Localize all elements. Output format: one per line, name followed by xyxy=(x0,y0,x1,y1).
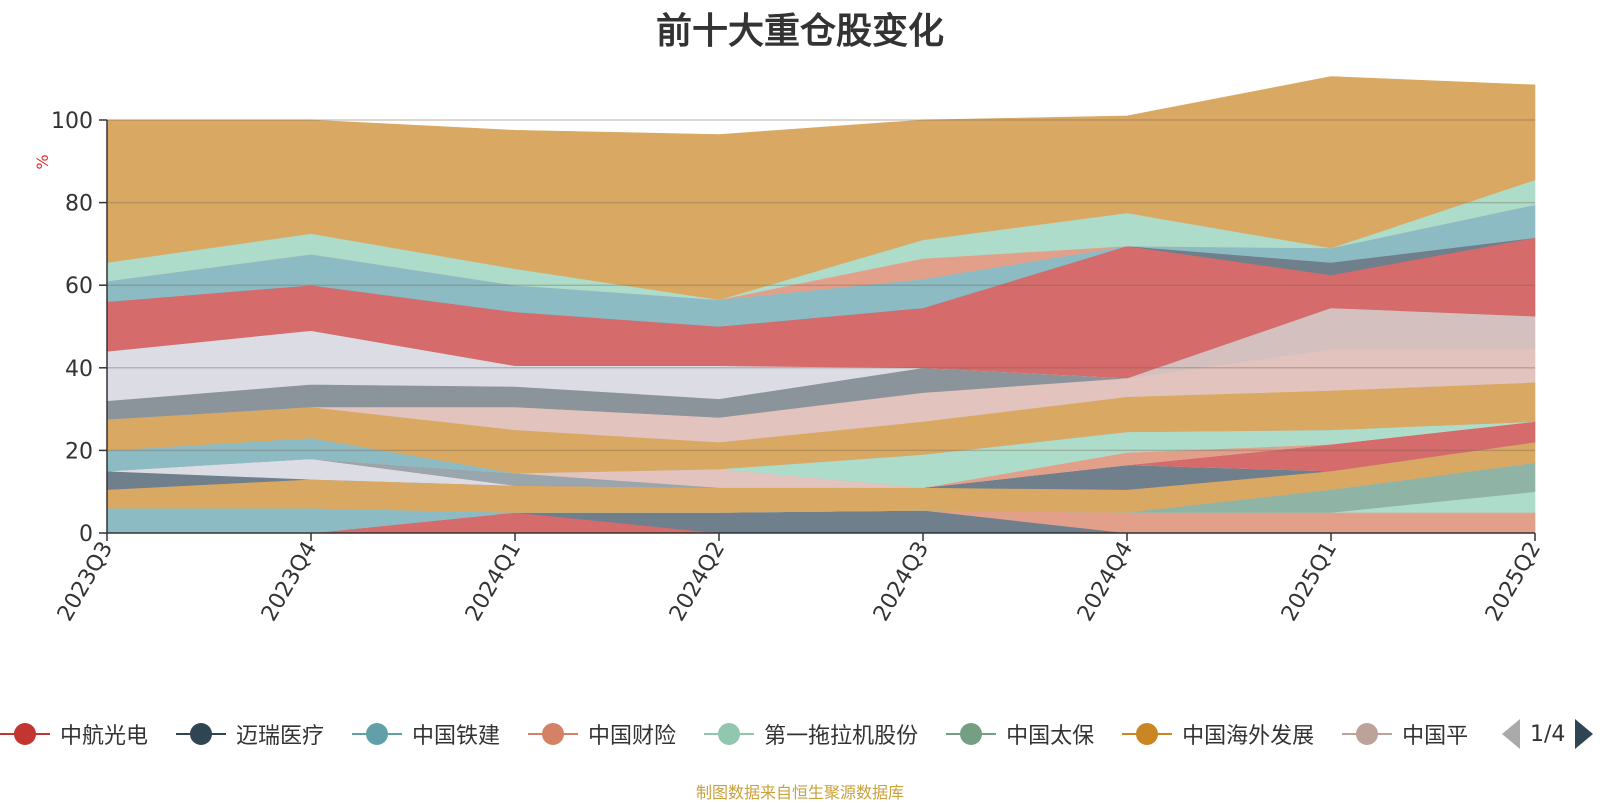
legend-item[interactable]: 第一拖拉机股份 xyxy=(704,712,918,756)
area-series-25 xyxy=(106,76,1536,301)
legend-label: 中国太保 xyxy=(1006,724,1095,749)
y-tick-label: 80 xyxy=(65,192,93,217)
y-tick-label: 100 xyxy=(51,109,93,134)
legend-marker-icon xyxy=(0,722,50,746)
x-tick-label: 2024Q1 xyxy=(461,538,526,626)
legend-item[interactable]: 中国铁建 xyxy=(352,712,500,756)
legend-marker-icon xyxy=(704,722,755,746)
legend-marker-icon xyxy=(528,722,579,746)
legend-item[interactable]: 中国财险 xyxy=(528,712,676,756)
y-tick-label: 60 xyxy=(65,274,93,299)
legend-page-indicator: 1/4 xyxy=(1530,721,1566,747)
legend-label: 中国海外发展 xyxy=(1182,724,1315,749)
y-tick-label: 0 xyxy=(79,522,93,547)
legend-item[interactable]: 中航光电 xyxy=(0,712,148,756)
legend-label: 中国平 xyxy=(1402,724,1469,749)
chart-title: 前十大重仓股变化 xyxy=(655,11,944,52)
x-tick-label: 2024Q2 xyxy=(665,538,730,626)
legend: 中航光电 迈瑞医疗 中国铁建 中国财险 第一拖拉机股份 中国太保 中国海外发展 中国平 xyxy=(0,712,1506,756)
y-axis-label: % xyxy=(33,154,52,169)
x-tick-label: 2025Q2 xyxy=(1481,538,1546,626)
legend-marker-icon xyxy=(176,722,227,746)
stacked-areas xyxy=(106,76,1536,534)
legend-marker-icon xyxy=(1122,722,1173,746)
source-note: 制图数据来自恒生聚源数据库 xyxy=(695,783,904,802)
legend-pager: 1/4 xyxy=(1502,714,1600,754)
triangle-left-icon[interactable] xyxy=(1502,719,1520,749)
legend-item[interactable]: 迈瑞医疗 xyxy=(176,712,324,756)
triangle-right-icon[interactable] xyxy=(1575,719,1594,749)
legend-label: 中国铁建 xyxy=(412,724,501,749)
legend-label: 中航光电 xyxy=(60,724,149,749)
legend-item[interactable]: 中国平 xyxy=(1342,712,1468,756)
legend-marker-icon xyxy=(1342,722,1393,746)
legend-item[interactable]: 中国海外发展 xyxy=(1122,712,1314,756)
legend-marker-icon xyxy=(352,722,403,746)
legend-label: 第一拖拉机股份 xyxy=(764,724,919,749)
legend-label: 中国财险 xyxy=(588,724,677,749)
y-tick-label: 20 xyxy=(65,439,93,464)
legend-label: 迈瑞医疗 xyxy=(236,724,325,749)
legend-item[interactable]: 中国太保 xyxy=(946,712,1094,756)
x-tick-label: 2025Q1 xyxy=(1277,538,1342,626)
x-tick-label: 2024Q3 xyxy=(869,538,934,626)
y-tick-label: 40 xyxy=(65,357,93,382)
x-tick-label: 2023Q4 xyxy=(257,538,322,626)
x-tick-label: 2023Q3 xyxy=(53,538,118,626)
legend-marker-icon xyxy=(946,722,997,746)
x-tick-label: 2024Q4 xyxy=(1073,538,1138,626)
